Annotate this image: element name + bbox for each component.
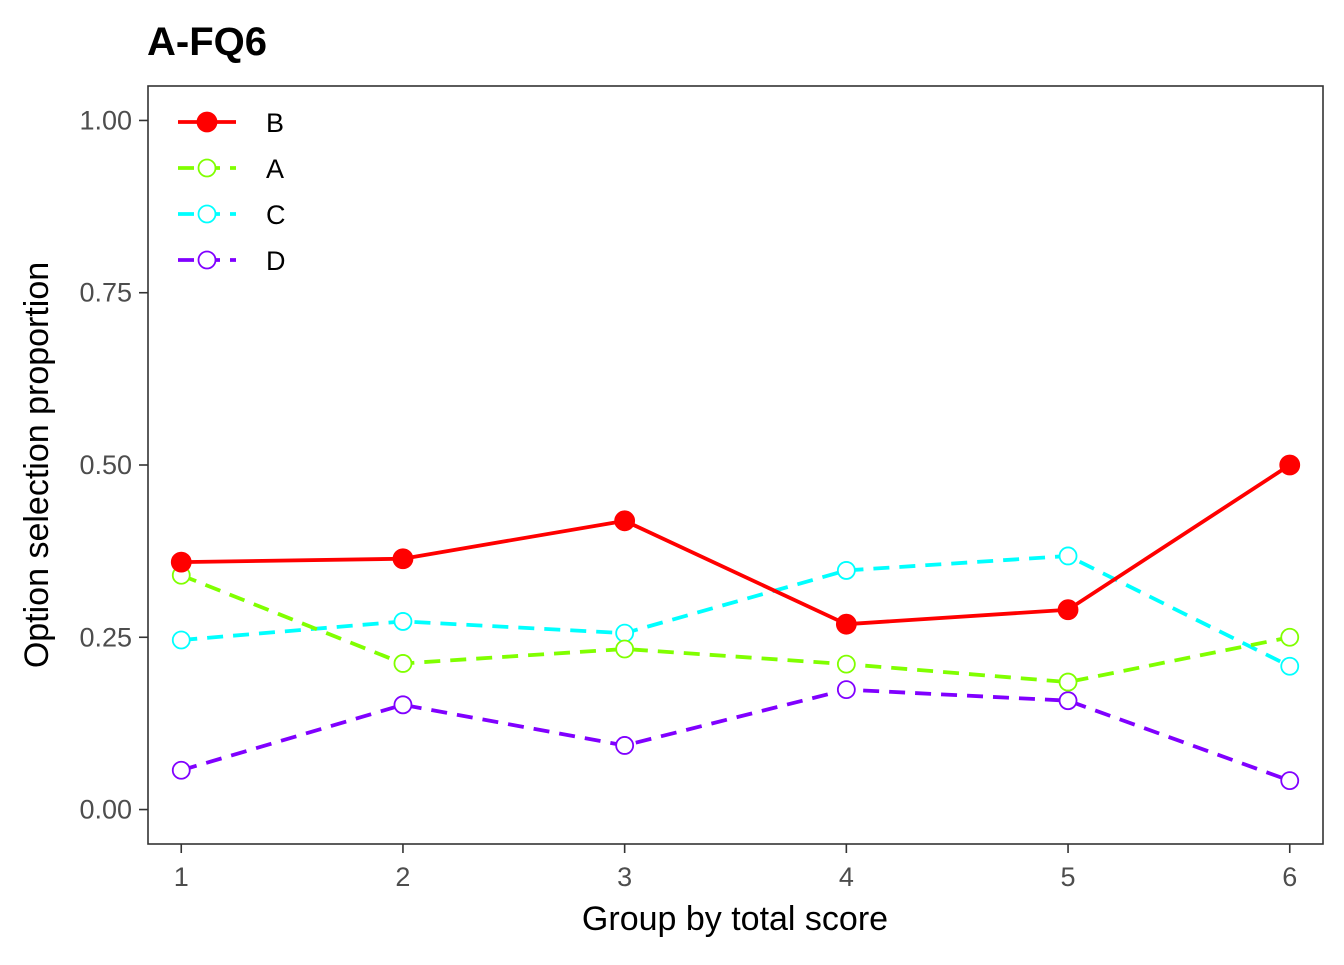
legend-label-A: A [266,154,284,184]
legend-item-A: A [178,154,284,184]
series-B [170,454,1301,635]
legend-label-B: B [266,108,284,138]
data-point-D [836,680,856,700]
data-point-B [170,551,192,573]
legend-item-D: D [178,246,286,276]
series-C [171,546,1300,676]
data-point-D [393,695,413,715]
legend-marker-B [196,111,218,133]
series-D [171,680,1300,791]
legend-label-C: C [266,200,286,230]
data-point-C [615,623,635,643]
legend-marker-A [197,158,217,178]
data-point-D [1280,771,1300,791]
series-line-A [180,573,1291,684]
x-axis-label: Group by total score [582,900,888,938]
legend-item-B: B [178,108,284,138]
y-tick-label: 0.50 [79,450,132,480]
y-tick-label: 0.25 [79,622,132,652]
plot-panel [147,85,1324,845]
y-axis: 0.00 0.25 0.50 0.75 1.00 [79,105,148,825]
x-tick-label: 5 [1061,862,1076,892]
chart-title: A-FQ6 [147,20,267,64]
data-point-D [171,760,191,780]
data-point-A [615,639,635,659]
x-tick-label: 3 [617,862,632,892]
legend-item-C: C [178,200,286,230]
y-tick-label: 0.00 [79,795,132,825]
data-point-C [1058,546,1078,566]
data-point-A [1058,672,1078,692]
data-point-B [614,510,636,532]
legend-label-D: D [266,246,286,276]
x-tick-label: 2 [395,862,410,892]
data-point-B [392,548,414,570]
data-point-C [836,561,856,580]
data-point-D [615,736,635,755]
data-point-D [1058,691,1078,711]
y-tick-label: 0.75 [79,278,132,308]
data-point-C [393,612,413,631]
data-point-C [171,630,191,650]
data-point-C [1280,656,1300,676]
x-axis: 1 2 3 4 5 6 [174,844,1297,892]
x-tick-label: 6 [1282,862,1297,892]
series-line-C [181,554,1291,668]
data-point-A [836,654,856,674]
series-layer [170,454,1301,791]
x-tick-label: 1 [174,862,189,892]
series-line-D [180,687,1291,783]
legend-marker-D [197,250,217,270]
series-A [171,565,1300,692]
data-point-B [1279,454,1301,476]
y-axis-label: Option selection proportion [18,262,56,668]
data-point-B [1057,599,1079,621]
y-tick-label: 1.00 [79,105,132,135]
x-tick-label: 4 [839,862,854,892]
legend-marker-C [197,204,217,224]
data-point-B [835,613,857,635]
data-point-A [393,654,413,673]
series-line-B [181,463,1291,627]
data-point-A [1280,627,1300,647]
